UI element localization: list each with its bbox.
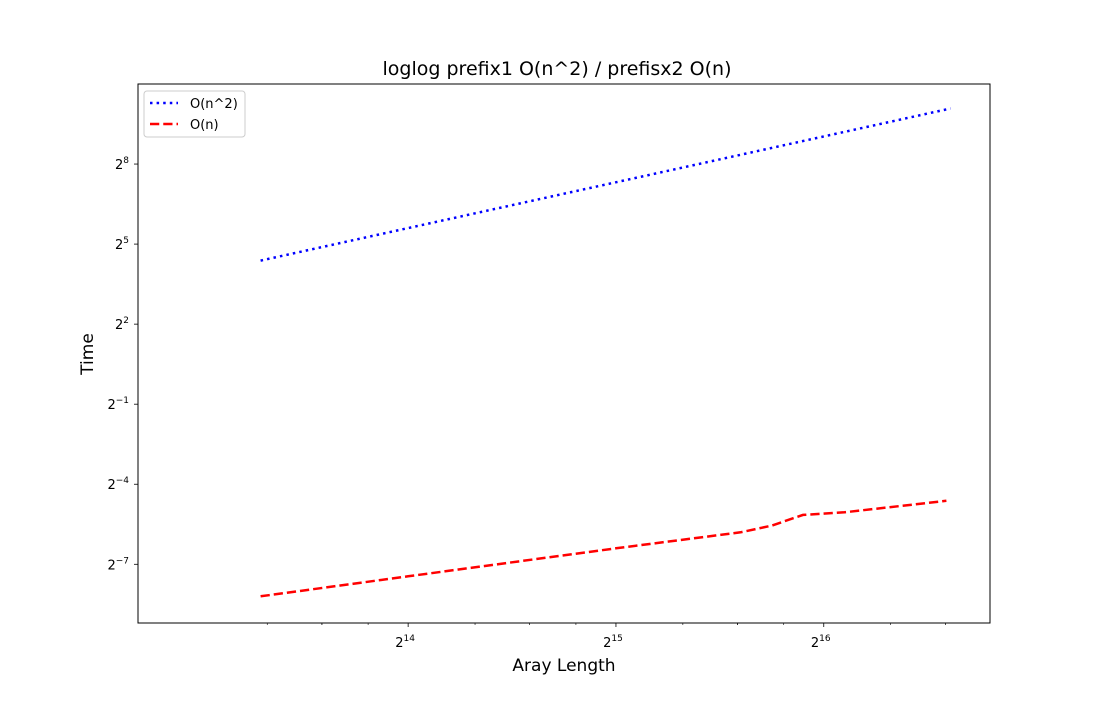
legend-label-o-n2: O(n^2): [190, 97, 238, 112]
legend: O(n^2) O(n): [144, 91, 245, 137]
plot-area: [138, 84, 990, 623]
y-axis-label: Time: [78, 333, 98, 376]
x-axis-label: Aray Length: [512, 656, 615, 676]
legend-label-o-n: O(n): [190, 118, 219, 133]
chart-title: loglog prefix1 O(n^2) / prefisx2 O(n): [383, 58, 732, 80]
